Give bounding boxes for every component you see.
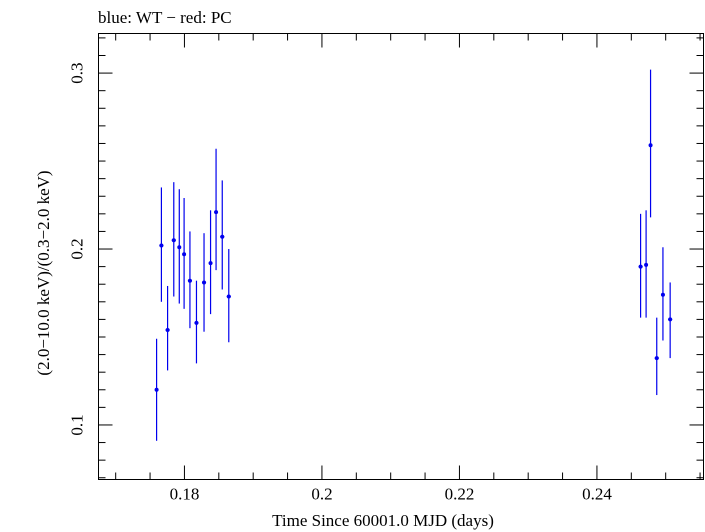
data-point <box>165 285 170 371</box>
data-point <box>644 210 649 318</box>
y-tick-label: 0.3 <box>68 62 87 83</box>
point-marker <box>159 243 164 248</box>
point-marker <box>208 261 213 266</box>
data-point <box>660 247 665 341</box>
plot-frame <box>98 33 704 480</box>
x-tick-label: 0.18 <box>170 485 200 504</box>
point-marker <box>154 387 159 392</box>
point-marker <box>182 252 187 257</box>
data-point <box>214 148 219 271</box>
data-point <box>220 180 225 290</box>
data-point <box>154 338 159 441</box>
data-points <box>154 69 673 441</box>
point-marker <box>220 234 225 239</box>
data-point <box>201 233 207 332</box>
data-point <box>182 198 187 309</box>
x-tick-label: 0.22 <box>445 485 475 504</box>
axis-ticks: 0.18 0.2 0.22 0.24 0.1 0.2 0.3 <box>68 33 704 504</box>
data-point <box>648 69 653 218</box>
point-marker <box>165 327 170 332</box>
x-tick-label: 0.24 <box>582 485 612 504</box>
point-marker <box>668 317 673 322</box>
data-point <box>177 189 182 304</box>
data-point <box>638 213 643 318</box>
point-marker <box>194 320 199 325</box>
data-point <box>226 249 231 343</box>
data-point <box>187 231 192 329</box>
point-marker <box>177 245 182 250</box>
data-point <box>668 282 673 359</box>
y-tick-label: 0.2 <box>68 238 87 259</box>
data-point <box>654 317 659 396</box>
chart-title: blue: WT − red: PC <box>98 8 232 27</box>
x-tick-label: 0.2 <box>311 485 332 504</box>
point-marker <box>202 280 207 285</box>
data-point <box>208 210 213 315</box>
point-marker <box>226 294 231 299</box>
point-marker <box>644 262 649 267</box>
point-marker <box>214 210 219 215</box>
data-point <box>194 280 199 364</box>
point-marker <box>187 278 192 283</box>
x-axis-label: Time Since 60001.0 MJD (days) <box>272 511 494 530</box>
point-marker <box>654 356 659 361</box>
point-marker <box>171 238 176 243</box>
point-marker <box>648 143 653 148</box>
y-tick-label: 0.1 <box>68 414 87 435</box>
point-marker <box>638 264 643 269</box>
data-point <box>159 187 164 302</box>
point-marker <box>660 292 665 297</box>
data-point <box>171 182 176 297</box>
y-axis-label: (2.0−10.0 keV)/(0.3−2.0 keV) <box>34 170 53 375</box>
